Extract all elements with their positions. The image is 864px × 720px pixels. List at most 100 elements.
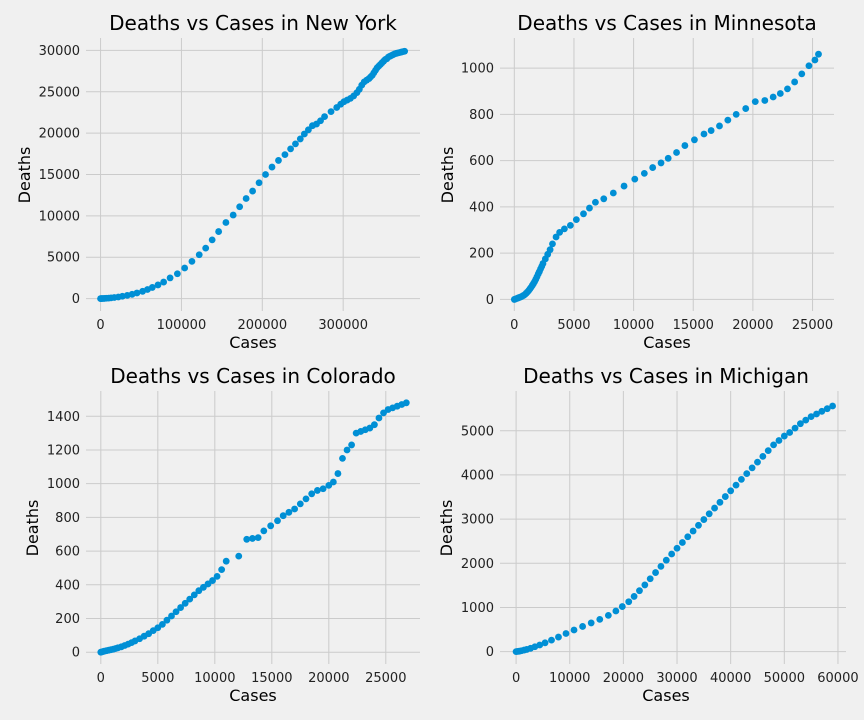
data-point [249,187,256,195]
data-point [249,535,256,542]
data-point [254,534,262,542]
data-point [260,527,268,535]
y-tick-label: 2000 [461,557,494,572]
data-point [592,198,599,206]
y-tick-label: 30000 [39,44,80,59]
data-point [321,113,328,120]
data-point [552,233,560,241]
x-tick-label: 0 [510,318,518,333]
y-tick-label: 400 [55,578,80,593]
data-point [707,127,715,134]
chart-title: Deaths vs Cases in Michigan [523,364,809,388]
x-tick-label: 60000 [817,671,858,686]
data-point [668,550,676,558]
data-point [536,641,544,649]
x-tick-label: 10000 [613,318,654,333]
y-tick-label: 20000 [39,127,80,142]
data-point [172,608,180,616]
data-point [177,604,185,611]
data-point [401,47,409,55]
data-point [732,481,740,489]
data-point [218,566,226,574]
chart-michigan: 0 10000 20000 30000 40000 50000 60000 0 1000 2000… [437,364,859,705]
data-point [195,251,203,259]
x-tick-label: 25000 [365,671,406,686]
data-point [158,620,166,628]
y-axis-label: Deaths [437,500,456,557]
data-point [163,616,171,624]
data-point [548,636,555,644]
x-tick-label: 10000 [549,671,590,686]
y-axis-label: Deaths [23,500,42,557]
chart-minnesota: 0 5000 10000 15000 20000 25000 0 200 400 600 800 10… [438,11,834,352]
y-tick-label: 1400 [47,410,80,425]
data-point [329,478,337,486]
data-point [823,405,831,413]
data-point [818,407,826,415]
data-point [609,189,617,197]
data-points [97,47,409,302]
data-point [546,246,554,254]
data-point [173,270,181,278]
data-point [770,441,777,449]
data-point [274,517,281,525]
grid [500,38,834,311]
y-tick-label: 0 [72,292,80,307]
data-point [229,211,237,219]
data-point [813,410,820,418]
tick-labels: 0 5000 10000 15000 20000 25000 0 200 400 600 800 10… [461,62,833,333]
x-tick-label: 0 [512,671,520,686]
grid [86,391,420,664]
x-axis-label: Cases [229,333,277,352]
tick-labels: 0 10000 20000 30000 40000 50000 60000 0 1000 2000… [461,424,859,686]
data-point [541,639,549,647]
plot-area [500,391,846,664]
y-tick-label: 25000 [39,85,80,100]
data-point [181,599,189,607]
data-point [657,159,665,167]
data-point [308,490,316,498]
data-point [664,154,672,162]
data-point [296,135,304,143]
data-point [829,402,836,410]
y-tick-label: 1000 [461,601,494,616]
x-tick-label: 20000 [732,318,773,333]
data-point [556,228,564,236]
data-point [780,432,788,440]
data-point [327,108,335,116]
data-point [160,278,168,286]
data-point [188,257,196,265]
data-point [657,562,665,570]
data-point [375,414,383,422]
data-point [776,90,784,97]
data-point [764,447,772,455]
data-point [681,142,689,149]
data-point [737,475,745,483]
data-point [302,495,310,503]
data-point [572,216,580,224]
chart-title: Deaths vs Cases in Minnesota [517,11,816,35]
data-point [743,470,751,478]
x-tick-label: 5000 [557,318,590,333]
x-tick-label: 15000 [251,671,292,686]
data-point [268,163,276,171]
data-point [580,210,587,218]
data-point [811,56,819,64]
data-point [700,516,708,523]
plot-area [500,38,834,311]
data-point [732,110,740,118]
data-point [673,149,680,156]
data-point [673,544,681,552]
data-point [222,219,230,226]
x-tick-label: 20000 [308,671,349,686]
data-point [186,595,194,603]
x-tick-label: 200000 [237,318,287,333]
y-tick-label: 200 [55,612,80,627]
data-point [561,225,568,233]
data-point [242,195,250,202]
x-tick-label: 15000 [673,318,714,333]
grid [500,391,846,664]
data-point [243,535,251,543]
y-tick-label: 10000 [39,209,80,224]
data-point [281,151,289,159]
